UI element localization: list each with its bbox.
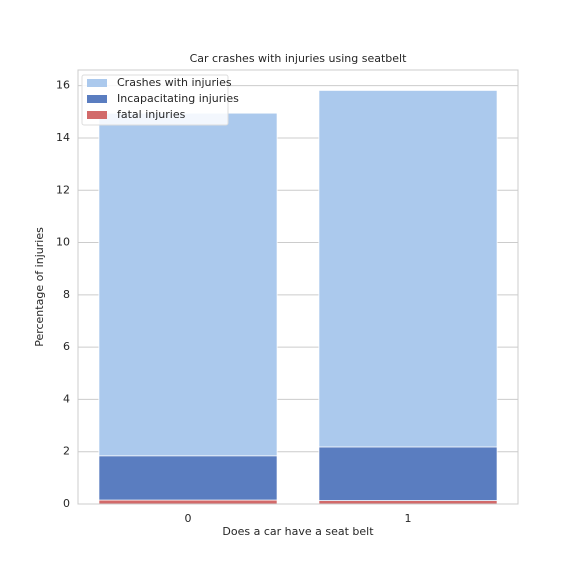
x-tick-label: 0 (185, 512, 192, 525)
y-tick-label: 0 (63, 497, 70, 510)
legend-swatch (87, 79, 107, 87)
chart-title: Car crashes with injuries using seatbelt (190, 52, 407, 65)
bar (318, 89, 498, 505)
y-tick-label: 14 (56, 131, 70, 144)
bar (318, 500, 498, 505)
x-tick-label: 1 (405, 512, 412, 525)
bar (318, 446, 498, 505)
legend-label: Incapacitating injuries (117, 92, 239, 105)
legend-label: Crashes with injuries (117, 76, 232, 89)
y-tick-label: 8 (63, 288, 70, 301)
y-tick-label: 10 (56, 236, 70, 249)
plot-frame (77, 69, 519, 505)
bar (98, 112, 278, 505)
bar (98, 455, 278, 505)
y-axis-label: Percentage of injuries (33, 227, 46, 347)
y-tick-label: 16 (56, 79, 70, 92)
y-tick-label: 12 (56, 183, 70, 196)
y-tick-label: 4 (63, 392, 70, 405)
legend-label: fatal injuries (117, 108, 186, 121)
y-tick-label: 2 (63, 445, 70, 458)
legend-swatch (87, 95, 107, 103)
bar (98, 499, 278, 505)
x-axis-label: Does a car have a seat belt (222, 525, 374, 538)
legend-swatch (87, 111, 107, 119)
legend-box (81, 74, 229, 126)
y-tick-label: 6 (63, 340, 70, 353)
